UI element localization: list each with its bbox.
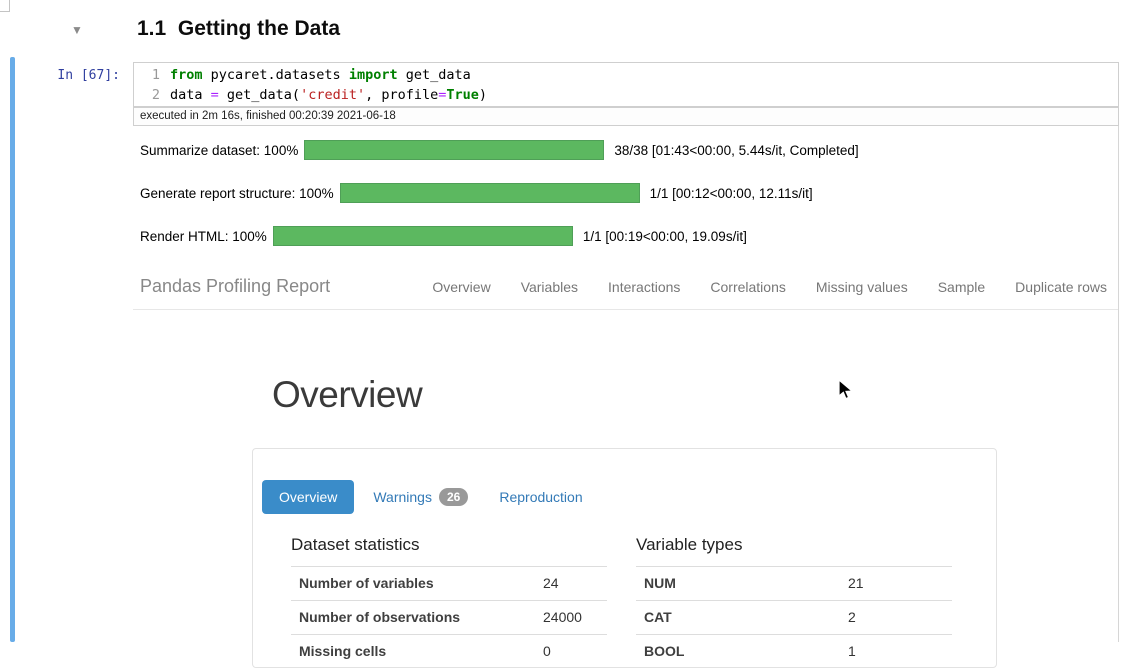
progress-bar-fill <box>305 141 604 159</box>
stat-label: BOOL <box>644 643 685 659</box>
stat-label: NUM <box>644 575 676 591</box>
stat-label: Number of variables <box>299 575 434 591</box>
nav-item-variables[interactable]: Variables <box>520 278 579 295</box>
progress-status: 1/1 [00:19<00:00, 19.09s/it] <box>582 228 747 244</box>
progress-label: Generate report structure: 100% <box>140 185 334 201</box>
progress-status: 1/1 [00:12<00:00, 12.11s/it] <box>649 185 813 201</box>
report-navbar: Pandas Profiling Report Overview Variable… <box>133 264 1118 310</box>
code-token: = <box>438 87 447 103</box>
previous-cell-edge <box>0 0 10 12</box>
code-token: data <box>170 87 211 103</box>
tab-label: Warnings <box>373 489 432 505</box>
progress-label: Render HTML: 100% <box>140 228 267 244</box>
table-row: Number of observations 24000 <box>291 600 607 634</box>
progress-bar <box>339 183 640 203</box>
code-token: get_data( <box>218 87 301 103</box>
code-token: , profile <box>365 87 439 103</box>
dataset-statistics-title: Dataset statistics <box>291 535 420 554</box>
variable-types-table: NUM 21 CAT 2 BOOL 1 <box>636 566 952 668</box>
nav-item-correlations[interactable]: Correlations <box>710 278 786 295</box>
nav-item-missing-values[interactable]: Missing values <box>815 278 908 295</box>
code-token: import <box>348 67 398 83</box>
code-token: ) <box>478 87 488 103</box>
stat-value: 24000 <box>543 609 582 625</box>
input-prompt: In [67]: <box>57 68 120 83</box>
nav-item-overview[interactable]: Overview <box>432 278 491 295</box>
stat-label: CAT <box>644 609 672 625</box>
progress-widget: Summarize dataset: 100% 38/38 [01:43<00:0… <box>140 140 1120 160</box>
overview-tabs: Overview Warnings 26 Reproduction <box>262 480 583 514</box>
overview-title: Overview <box>272 374 423 415</box>
tab-reproduction[interactable]: Reproduction <box>499 489 582 505</box>
nav-item-duplicate-rows[interactable]: Duplicate rows <box>1015 278 1107 295</box>
code-token: from <box>170 67 203 83</box>
code-input[interactable]: 1 from pycaret.datasets import get_data 2 d… <box>133 62 1119 107</box>
code-token: pycaret.datasets <box>202 67 349 83</box>
code-text: from pycaret.datasets import get_data <box>170 65 471 85</box>
progress-bar <box>304 140 605 160</box>
variable-types-section: Variable types NUM 21 CAT 2 BOOL 1 <box>636 535 952 668</box>
section-collapse-icon[interactable]: ▼ <box>71 23 83 37</box>
stat-value: 1 <box>848 643 856 659</box>
code-line: 2 data = get_data('credit', profile=True) <box>134 85 1118 105</box>
selected-cell-indicator <box>10 57 15 642</box>
line-number: 1 <box>151 67 160 83</box>
table-row: NUM 21 <box>636 566 952 600</box>
table-row: Number of variables 24 <box>291 566 607 600</box>
table-row: CAT 2 <box>636 600 952 634</box>
mouse-cursor <box>837 378 854 406</box>
dataset-statistics-table: Number of variables 24 Number of observati… <box>291 566 607 668</box>
progress-bar <box>272 226 573 246</box>
progress-bar-fill <box>340 184 639 202</box>
tab-warnings[interactable]: Warnings 26 <box>373 488 469 506</box>
code-lines: 1 from pycaret.datasets import get_data 2 d… <box>134 65 1118 105</box>
code-text: data = get_data('credit', profile=True) <box>170 85 487 105</box>
line-number: 2 <box>151 87 160 103</box>
progress-widget: Generate report structure: 100% 1/1 [00:1… <box>140 183 1120 203</box>
progress-label: Summarize dataset: 100% <box>140 142 299 158</box>
variable-types-title: Variable types <box>636 535 743 554</box>
stat-label: Missing cells <box>299 643 387 659</box>
tab-overview[interactable]: Overview <box>262 480 355 514</box>
progress-status: 38/38 [01:43<00:00, 5.44s/it, Completed] <box>614 142 859 158</box>
progress-bar-fill <box>273 227 572 245</box>
report-brand[interactable]: Pandas Profiling Report <box>140 276 331 296</box>
output-right-border <box>1118 126 1119 642</box>
code-token: get_data <box>397 67 471 83</box>
nav-item-interactions[interactable]: Interactions <box>608 278 681 295</box>
warnings-count-badge: 26 <box>438 488 469 506</box>
dataset-statistics-section: Dataset statistics Number of variables 24… <box>291 535 607 668</box>
overview-panel <box>252 448 997 668</box>
code-token: True <box>446 87 479 103</box>
stat-value: 0 <box>543 643 551 659</box>
progress-area: Summarize dataset: 100% 38/38 [01:43<00:0… <box>140 140 1120 269</box>
stat-value: 24 <box>543 575 559 591</box>
code-line: 1 from pycaret.datasets import get_data <box>134 65 1118 85</box>
stat-value: 2 <box>848 609 856 625</box>
report-nav: Overview Variables Interactions Correlation… <box>432 279 1107 295</box>
code-token: 'credit' <box>300 87 366 103</box>
nav-item-sample[interactable]: Sample <box>937 278 986 295</box>
tab-label: Reproduction <box>499 489 583 505</box>
execution-time-note: executed in 2m 16s, finished 00:20:39 20… <box>133 107 1119 126</box>
section-heading: 1.1 Getting the Data <box>137 17 341 40</box>
table-row: BOOL 1 <box>636 634 952 668</box>
stat-label: Number of observations <box>299 609 461 625</box>
table-row: Missing cells 0 <box>291 634 607 668</box>
progress-widget: Render HTML: 100% 1/1 [00:19<00:00, 19.09… <box>140 226 1120 246</box>
code-token: = <box>210 87 219 103</box>
stat-value: 21 <box>848 575 864 591</box>
